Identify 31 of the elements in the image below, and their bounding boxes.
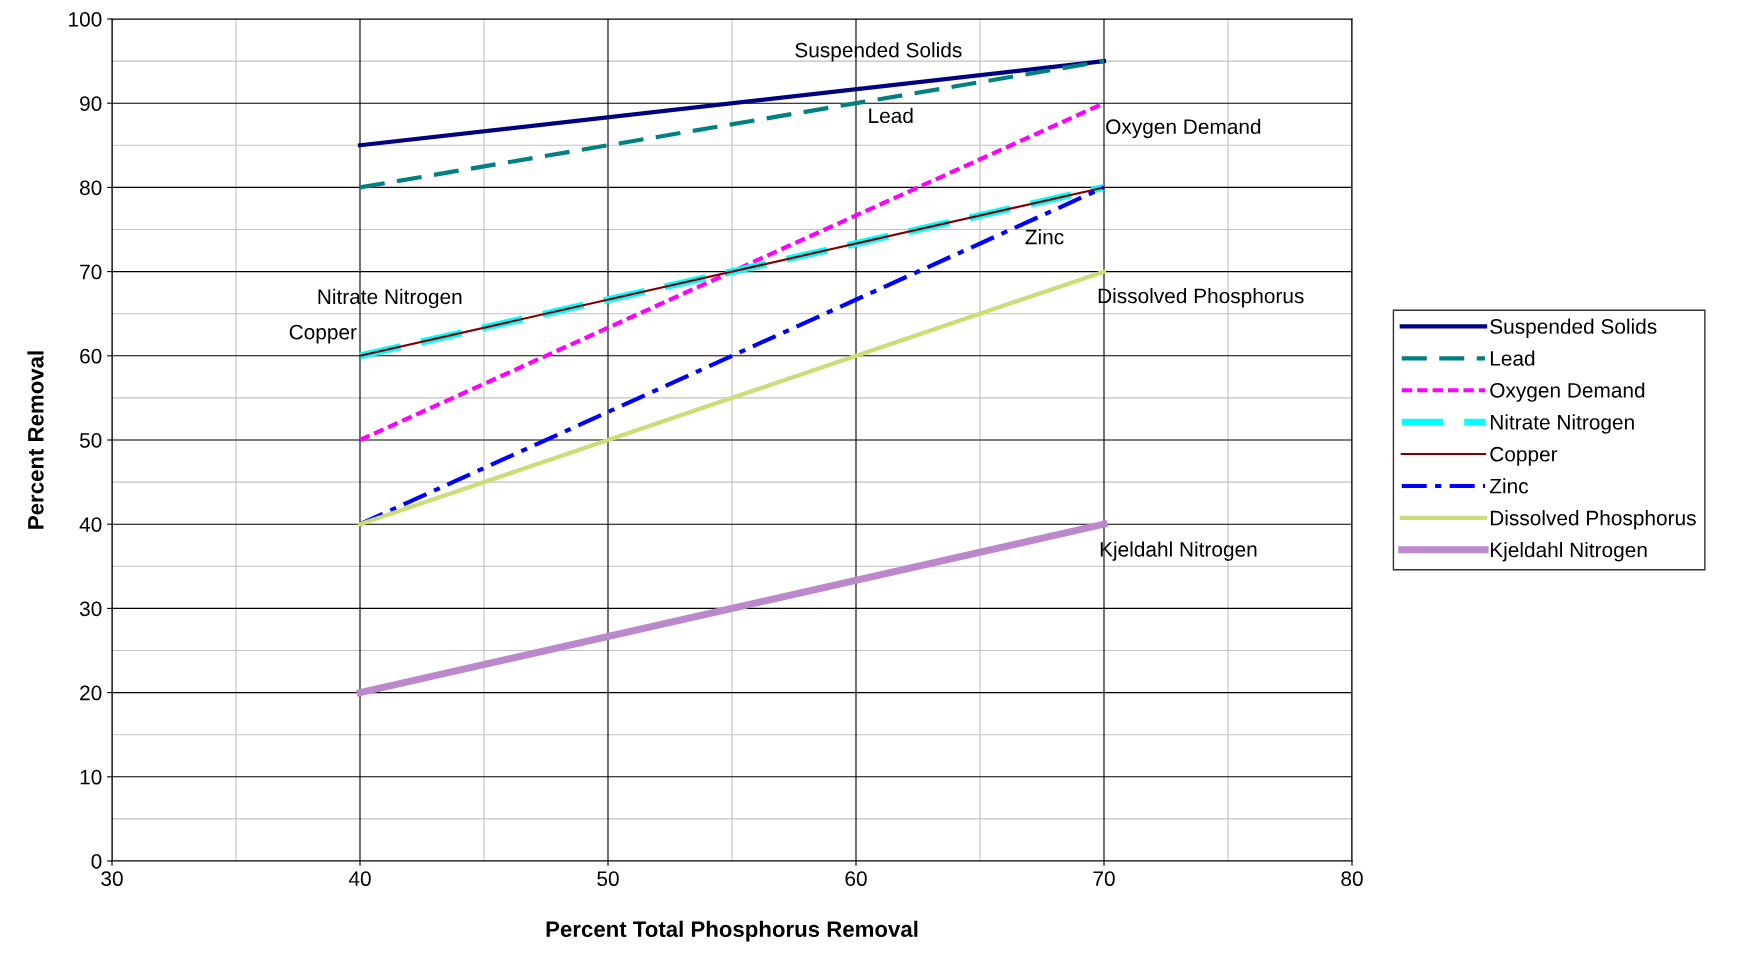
y-tick-label: 70 bbox=[80, 264, 102, 280]
legend-label: Copper bbox=[1490, 446, 1558, 466]
y-tick-label: 100 bbox=[69, 12, 102, 27]
legend-label: Dissolved Phosphorus bbox=[1490, 510, 1696, 530]
y-tick-label: 80 bbox=[80, 180, 102, 196]
legend-label: Lead bbox=[1490, 350, 1535, 366]
legend-label: Oxygen Demand bbox=[1490, 382, 1645, 402]
x-axis-title: Percent Total Phosphorus Removal bbox=[546, 920, 918, 942]
text: Lead bbox=[869, 107, 913, 124]
legend-label: Nitrate Nitrogen bbox=[1490, 414, 1634, 434]
legend-label: Zinc bbox=[1489, 478, 1529, 494]
y-axis-title: Percent Removal bbox=[27, 351, 44, 529]
legend-label: Kjeldahl Nitrogen bbox=[1490, 542, 1647, 562]
y-tick-label: 30 bbox=[79, 601, 102, 617]
y-tick-label: 0 bbox=[91, 854, 102, 869]
legend-label: Suspended Solids bbox=[1490, 318, 1657, 338]
x-tick-label: 80 bbox=[1341, 871, 1363, 887]
y-tick-label: 50 bbox=[79, 433, 102, 448]
text: Oxygen Demand bbox=[1106, 118, 1261, 139]
x-tick-label: 40 bbox=[348, 871, 371, 887]
x-tick-label: 70 bbox=[1093, 871, 1115, 887]
x-tick-label: 50 bbox=[597, 871, 619, 887]
y-tick-label: 40 bbox=[79, 517, 102, 532]
x-tick-label: 60 bbox=[845, 871, 867, 887]
text: Zinc bbox=[1025, 229, 1064, 245]
y-tick-label: 20 bbox=[80, 685, 102, 701]
y-tick-label: 90 bbox=[80, 96, 102, 111]
text: Copper bbox=[289, 324, 357, 344]
y-tick-label: 60 bbox=[80, 348, 102, 364]
x-tick-label: 30 bbox=[101, 871, 123, 887]
y-tick-label: 10 bbox=[80, 769, 102, 785]
